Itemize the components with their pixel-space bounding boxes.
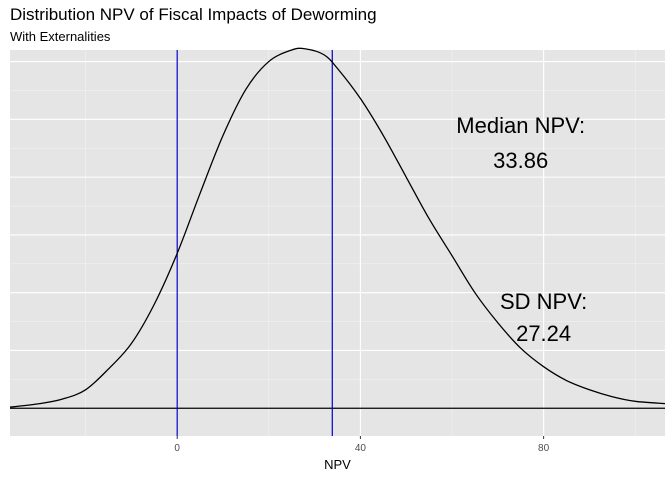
x-tick-label: 0 xyxy=(174,443,180,454)
annotation-text: 33.86 xyxy=(493,148,548,173)
annotation-text: SD NPV: xyxy=(500,289,587,314)
x-tick-label: 80 xyxy=(538,443,550,454)
series-layer xyxy=(9,47,666,408)
chart-subtitle: With Externalities xyxy=(10,29,111,44)
annotation-text: Median NPV: xyxy=(456,113,585,138)
x-axis-title: NPV xyxy=(324,457,351,472)
plot-panel xyxy=(10,50,665,436)
chart-title: Distribution NPV of Fiscal Impacts of De… xyxy=(10,5,377,24)
density-curve xyxy=(9,47,666,408)
x-axis-ticks: 0 40 80 xyxy=(174,436,550,454)
x-tick-label: 40 xyxy=(355,443,367,454)
reference-lines xyxy=(176,50,333,436)
annotation-layer: Median NPV: 33.86 SD NPV: 27.24 xyxy=(456,113,587,346)
minor-gridlines xyxy=(10,50,665,436)
annotation-text: 27.24 xyxy=(516,321,571,346)
